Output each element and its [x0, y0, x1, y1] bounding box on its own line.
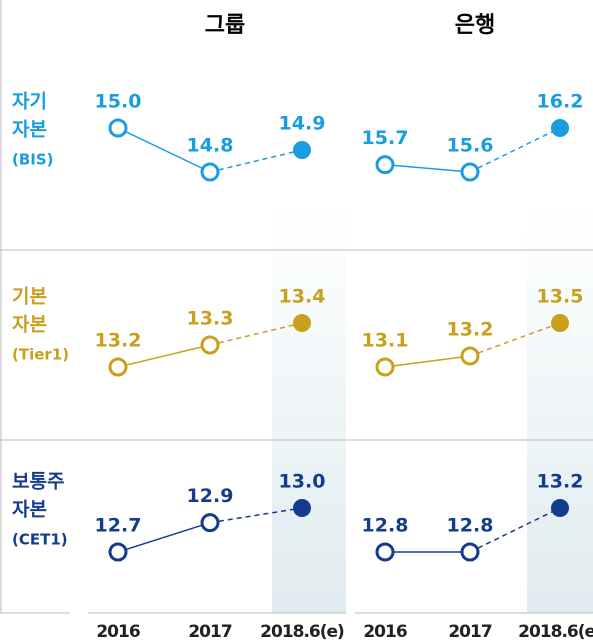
value-label: 13.1 — [362, 330, 409, 352]
x-tick-label: 2018.6(e) — [260, 622, 344, 641]
value-label: 12.8 — [447, 515, 494, 537]
point — [375, 155, 395, 175]
row-label: (CET1) — [12, 531, 68, 549]
line-segment — [384, 163, 471, 173]
line-segment — [209, 322, 303, 346]
line-segment — [117, 521, 211, 553]
value-label: 14.8 — [187, 135, 234, 157]
row-label: (BIS) — [12, 151, 54, 169]
line-segment — [117, 127, 211, 173]
value-label: 13.4 — [279, 286, 326, 308]
value-label: 13.2 — [447, 319, 494, 341]
point — [551, 314, 569, 332]
row-label: 보통주 — [12, 471, 64, 493]
x-tick-label: 2016 — [96, 622, 139, 641]
point — [551, 119, 569, 137]
row-label: 기본 — [12, 286, 47, 308]
point — [200, 513, 220, 533]
value-label: 12.7 — [95, 515, 142, 537]
line-segment — [384, 355, 471, 368]
point — [108, 357, 128, 377]
row-label: 자본 — [12, 314, 47, 336]
x-tick-label: 2018.6(e) — [518, 622, 593, 641]
row-label: 자본 — [12, 119, 47, 141]
point — [460, 346, 480, 366]
row-label: 자본 — [12, 499, 47, 521]
value-label: 14.9 — [279, 113, 326, 135]
value-label: 13.2 — [95, 330, 142, 352]
line-segment — [469, 127, 561, 173]
point — [293, 314, 311, 332]
line-segment — [469, 322, 561, 357]
value-label: 15.7 — [362, 127, 409, 149]
line-segment — [469, 507, 561, 553]
value-label: 12.8 — [362, 515, 409, 537]
row-label: (Tier1) — [12, 346, 69, 364]
value-label: 13.3 — [187, 308, 234, 330]
point — [460, 162, 480, 182]
row-label: 자기 — [12, 91, 47, 113]
value-label: 15.0 — [95, 91, 142, 113]
column-title: 은행 — [455, 13, 495, 38]
point — [460, 542, 480, 562]
x-tick-label: 2016 — [363, 622, 406, 641]
value-label: 13.2 — [537, 471, 584, 493]
point — [108, 118, 128, 138]
line-segment — [117, 344, 211, 368]
line-segment — [209, 507, 303, 524]
x-tick-label: 2017 — [448, 622, 491, 641]
point — [551, 499, 569, 517]
line-segment — [209, 149, 303, 173]
value-label: 13.0 — [279, 471, 326, 493]
highlight-column — [527, 200, 593, 613]
highlight-column — [272, 200, 346, 613]
point — [375, 542, 395, 562]
value-label: 13.5 — [537, 286, 584, 308]
value-label: 12.9 — [187, 485, 234, 507]
point — [293, 141, 311, 159]
point — [200, 162, 220, 182]
point — [200, 335, 220, 355]
point — [108, 542, 128, 562]
value-label: 16.2 — [537, 91, 584, 113]
value-label: 15.6 — [447, 135, 494, 157]
point — [375, 357, 395, 377]
x-tick-label: 2017 — [188, 622, 231, 641]
point — [293, 499, 311, 517]
column-title: 그룹 — [205, 13, 245, 38]
